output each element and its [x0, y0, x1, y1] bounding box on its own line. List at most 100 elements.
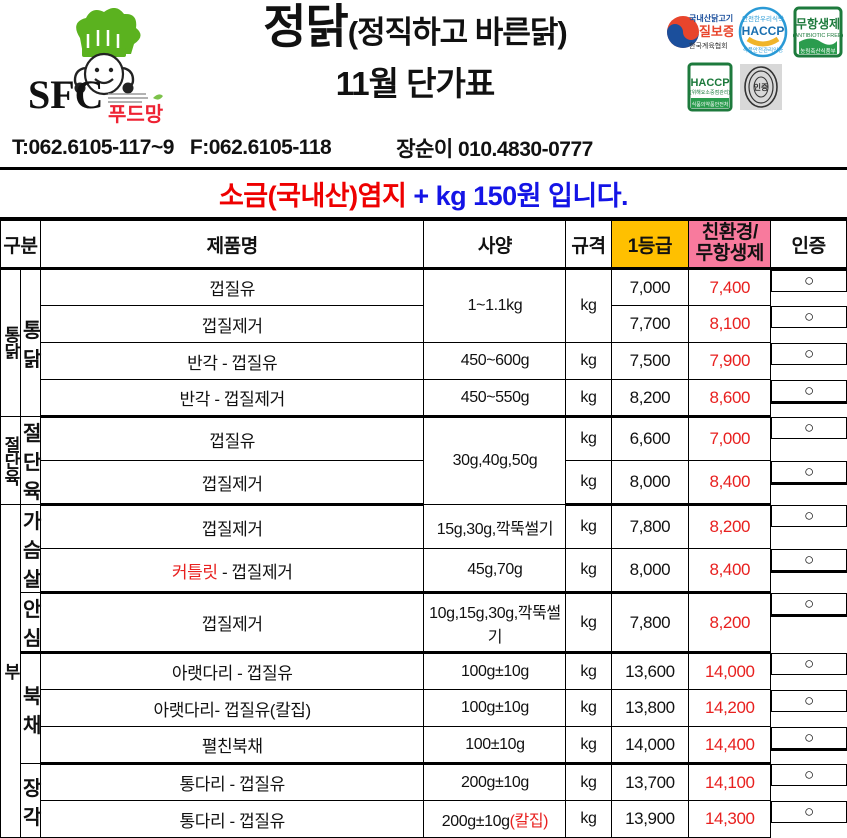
- price-eco: 7,000: [688, 416, 772, 461]
- price-eco: 7,900: [688, 342, 772, 380]
- price-grade1: 7,800: [610, 592, 690, 654]
- price-eco: 8,400: [688, 548, 772, 594]
- table-row: 안심 껍질제거 10g,15g,30g,깍뚝썰기 kg 7,800 8,200 …: [1, 592, 847, 654]
- col-header-eco: 친환경/무항생제: [688, 220, 772, 270]
- product-name: 껍질제거: [39, 305, 425, 343]
- price-eco: 8,200: [688, 504, 772, 549]
- price-grade1: 13,900: [610, 800, 690, 838]
- price-eco: 14,200: [688, 689, 772, 727]
- product-unit: kg: [565, 800, 612, 838]
- title-block: 정닭(정직하고 바른닭) 11월 단가표: [180, 2, 650, 105]
- price-eco: 8,600: [688, 379, 772, 418]
- table-row: 반각 - 껍질유 450~600g kg 7,500 7,900 ○: [1, 342, 847, 380]
- gubun-cell-tongdak: 통닭: [0, 268, 21, 417]
- group-cell-gaseumsal: 가슴살: [19, 504, 41, 593]
- svg-text:(ANTIBIOTIC FREE): (ANTIBIOTIC FREE): [793, 33, 843, 39]
- product-unit: kg: [565, 342, 612, 380]
- telephone-number: T:062.6105-117~9: [12, 136, 174, 159]
- product-unit: kg: [565, 416, 612, 461]
- product-unit: kg: [565, 689, 612, 727]
- product-spec: 1~1.1kg: [423, 268, 567, 343]
- product-unit: kg: [565, 652, 612, 690]
- quality-assurance-icon: 국내산닭고기 품질보증 한국계육협회: [667, 13, 733, 50]
- svg-text:국내산닭고기: 국내산닭고기: [689, 13, 733, 23]
- table-row: 커틀릿 - 껍질제거 45g,70g kg 8,000 8,400 ○: [1, 548, 847, 594]
- table-row: 절단육 절단육 껍질유 30g,40g,50g kg 6,600 7,000 ○: [0, 416, 847, 505]
- fax-number: F:062.6105-118: [189, 136, 332, 159]
- product-name: 껍질제거: [39, 504, 425, 549]
- svg-text:SFC: SFC: [28, 72, 104, 117]
- table-row: 통닭 통닭 껍질유 1~1.1kg kg 7,000 7,400 ○: [0, 268, 847, 417]
- product-spec: 450~550g: [423, 379, 567, 418]
- price-eco: 7,400: [688, 268, 772, 306]
- table-row: 부 가슴살 껍질제거 15g,30g,깍뚝썰기 kg 7,800 8,200 ○: [0, 504, 847, 838]
- product-unit: kg: [565, 268, 612, 343]
- product-name: 통다리 - 껍질유: [39, 763, 425, 801]
- svg-text:무항생제: 무항생제: [796, 16, 840, 31]
- product-name: 껍질제거: [39, 592, 425, 654]
- cert-mark: ○: [771, 342, 847, 365]
- table-row: 껍질제거 kg 8,000 8,400 ○: [1, 460, 847, 506]
- notice-red-text: 소금(국내산)염지: [218, 181, 407, 211]
- spec-highlight: (칼집): [509, 813, 549, 830]
- sfc-foodmang-logo: SFC 푸드망: [22, 8, 172, 128]
- cert-mark: ○: [771, 305, 847, 328]
- product-name: 펼친북채: [39, 726, 425, 765]
- table-row: 북채 아랫다리 - 껍질유 100g±10g kg 13,600 14,000 …: [1, 652, 847, 764]
- table-row: 껍질제거 7,700 8,100 ○: [1, 305, 847, 343]
- group-cell-bukchae: 북채: [19, 652, 41, 764]
- price-grade1: 7,500: [610, 342, 690, 380]
- product-unit: kg: [565, 763, 612, 801]
- document-title: 정닭(정직하고 바른닭): [180, 2, 650, 51]
- product-name: 껍질유: [39, 268, 425, 306]
- price-grade1: 6,600: [610, 416, 690, 461]
- antibiotic-free-icon: 무항생제 (ANTIBIOTIC FREE) 농림축산식품부: [793, 6, 843, 58]
- product-name: 아랫다리 - 껍질유: [39, 652, 425, 690]
- haccp-blue-icon: 안전한우리식탁 HACCP 식품안전관리인증: [738, 6, 788, 58]
- notice-blue-text: + kg 150원 입니다.: [413, 181, 629, 211]
- certification-logo-row-1: 국내산닭고기 품질보증 한국계육협회 안전한우리식탁 HACCP 식품안전관리인…: [643, 6, 843, 58]
- product-name-rest: - 껍질제거: [217, 562, 293, 582]
- price-grade1: 13,800: [610, 689, 690, 727]
- gubun-label: 통닭: [0, 326, 20, 360]
- price-grade1: 7,000: [610, 268, 690, 306]
- gubun-cell-bubunyuk: 부: [0, 504, 21, 838]
- product-unit: kg: [565, 504, 612, 549]
- product-name: 반각 - 껍질유: [39, 342, 425, 380]
- cert-mark: ○: [771, 416, 847, 439]
- table-row: 반각 - 껍질제거 450~550g kg 8,200 8,600 ○: [1, 379, 847, 418]
- col-header-grade1: 1등급: [610, 220, 690, 270]
- svg-text:(위해요소중점관리): (위해요소중점관리): [689, 89, 729, 96]
- price-grade1: 8,000: [610, 460, 690, 506]
- product-name-highlight: 커틀릿: [171, 562, 218, 582]
- product-name: 껍질제거: [39, 460, 425, 506]
- product-spec: 30g,40g,50g: [423, 416, 567, 505]
- product-spec: 10g,15g,30g,깍뚝썰기: [423, 592, 567, 654]
- product-unit: kg: [565, 726, 612, 765]
- price-table-body: 통닭 통닭 껍질유 1~1.1kg kg 7,000 7,400 ○ 껍질제거 …: [0, 268, 847, 838]
- product-name: 껍질유: [39, 416, 425, 461]
- col-header-product-name: 제품명: [39, 220, 425, 270]
- product-unit: kg: [565, 592, 612, 654]
- price-eco: 14,400: [688, 726, 772, 765]
- certification-logos: 국내산닭고기 품질보증 한국계육협회 안전한우리식탁 HACCP 식품안전관리인…: [643, 6, 843, 112]
- price-eco: 14,100: [688, 763, 772, 801]
- group-cell-ansim: 안심: [19, 592, 41, 654]
- svg-text:식품안전관리인증: 식품안전관리인증: [743, 46, 783, 54]
- cert-mark: ○: [771, 652, 847, 675]
- svg-text:한국계육협회: 한국계육협회: [689, 41, 728, 50]
- svg-text:안전한우리식탁: 안전한우리식탁: [742, 14, 784, 23]
- product-name: 반각 - 껍질제거: [39, 379, 425, 418]
- product-spec: 450~600g: [423, 342, 567, 380]
- group-cell-jeoldanyuk: 절단육: [19, 416, 41, 505]
- price-eco: 14,300: [688, 800, 772, 838]
- col-header-eco-line1: 친환경/: [701, 222, 759, 244]
- svg-text:품질보증: 품질보증: [687, 24, 733, 39]
- price-grade1: 13,700: [610, 763, 690, 801]
- product-spec: 45g,70g: [423, 548, 567, 594]
- price-grade1: 7,700: [610, 305, 690, 343]
- group-cell-tongdak: 통닭: [19, 268, 41, 417]
- haccp-green-icon: HACCP (위해요소중점관리) 식품의약품안전처: [687, 62, 732, 112]
- document-subtitle: 11월 단가표: [335, 65, 496, 103]
- cert-mark: ○: [771, 504, 847, 527]
